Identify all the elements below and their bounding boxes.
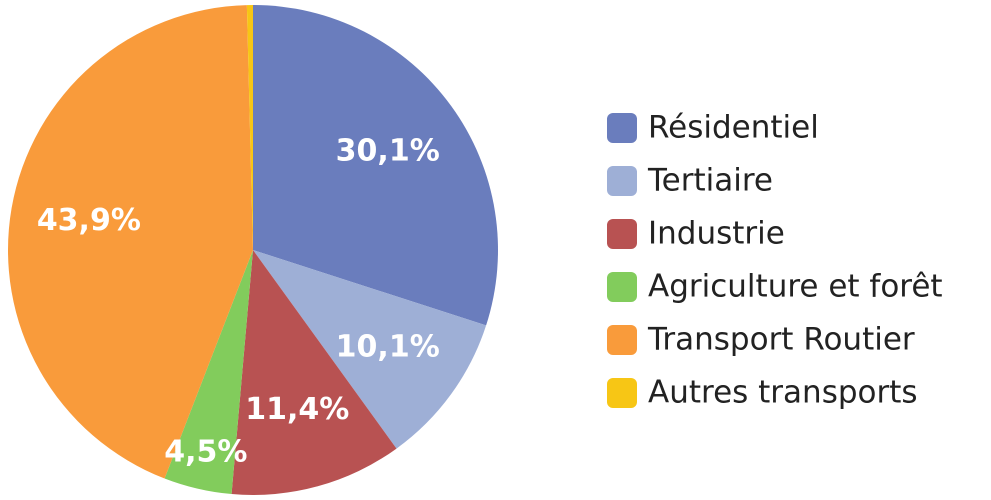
data-label: 4,5% <box>164 434 247 469</box>
pie-slice <box>231 250 397 495</box>
pie-slice <box>253 250 487 449</box>
pie-slice <box>8 5 254 479</box>
legend-swatch <box>607 166 637 196</box>
pie-slice <box>164 250 253 495</box>
data-label: 30,1% <box>336 133 440 168</box>
legend-swatch <box>607 272 637 302</box>
legend-swatch <box>607 219 637 249</box>
legend-label: Tertiaire <box>647 163 773 199</box>
legend-label: Agriculture et forêt <box>648 269 943 305</box>
legend-swatch <box>607 378 637 408</box>
legend-label: Transport Routier <box>647 322 915 358</box>
legend-label: Autres transports <box>648 375 918 411</box>
legend-label: Industrie <box>648 216 785 252</box>
legend-swatch <box>607 325 637 355</box>
data-label: 11,4% <box>245 392 349 427</box>
data-label: 10,1% <box>336 330 440 365</box>
pie-slice <box>246 5 253 250</box>
legend-swatch <box>607 113 637 143</box>
legend-label: Résidentiel <box>648 110 819 146</box>
data-label: 43,9% <box>37 203 141 238</box>
pie-slice <box>253 5 498 326</box>
